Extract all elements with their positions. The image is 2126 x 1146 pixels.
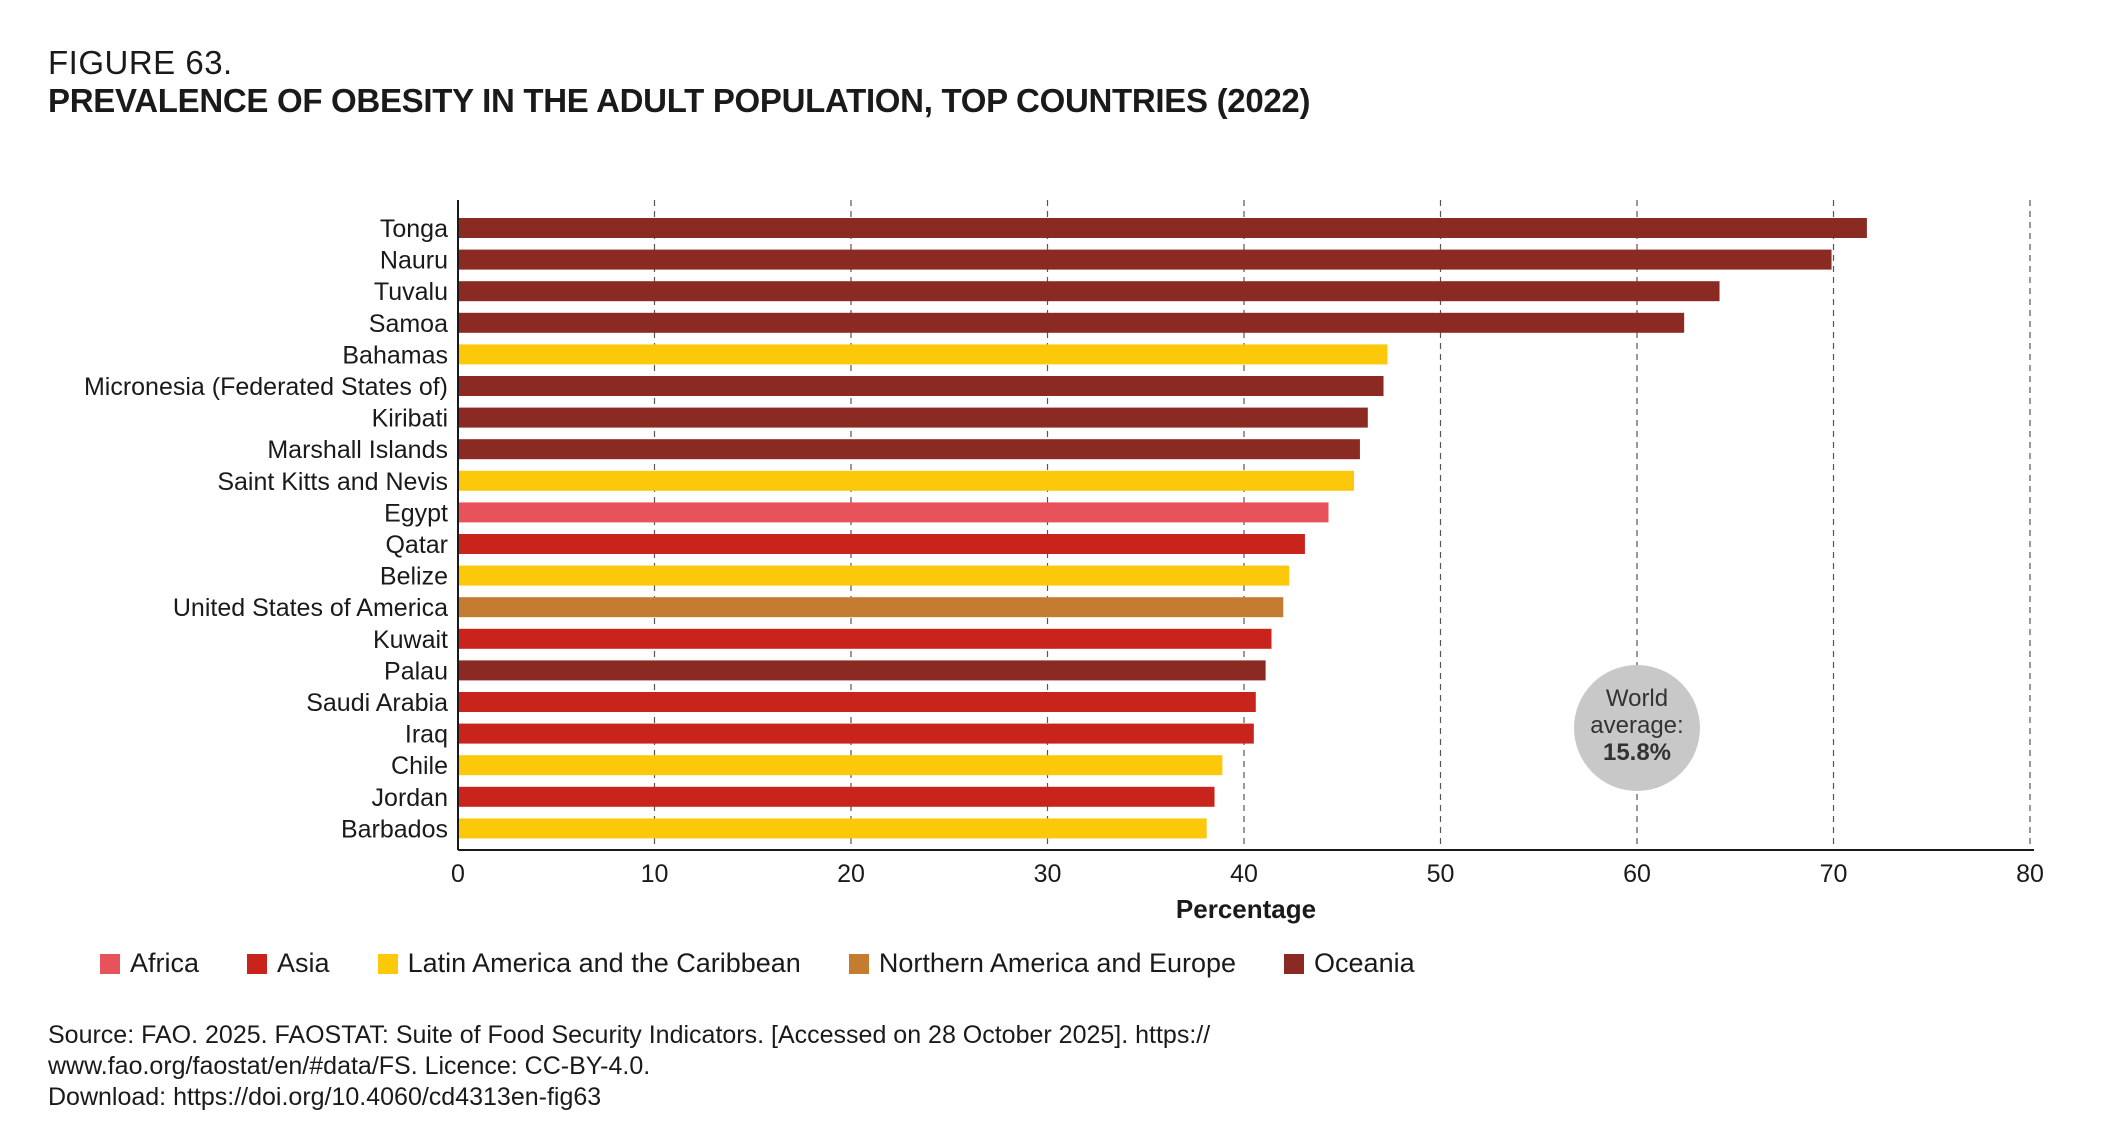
- bar-kuwait: [459, 628, 1272, 649]
- category-label-nauru: Nauru: [380, 247, 448, 275]
- category-label-chile: Chile: [391, 752, 448, 780]
- bar-united-states-of-america: [459, 597, 1284, 618]
- category-label-kuwait: Kuwait: [373, 626, 448, 654]
- x-tick-label-20: 20: [837, 860, 865, 888]
- legend-item-oceania: Oceania: [1284, 948, 1415, 979]
- legend-label-africa: Africa: [130, 948, 200, 978]
- x-tick-label-40: 40: [1230, 860, 1258, 888]
- legend-swatch-africa: [100, 953, 120, 974]
- bar-kiribati: [459, 407, 1368, 428]
- x-tick-label-0: 0: [451, 860, 465, 888]
- bar-iraq: [459, 723, 1254, 744]
- bars: [459, 218, 1867, 839]
- bar-saint-kitts-and-nevis: [459, 470, 1355, 491]
- bar-tonga: [459, 218, 1867, 238]
- category-label-palau: Palau: [384, 657, 448, 685]
- category-label-marshall-islands: Marshall Islands: [267, 436, 448, 464]
- category-label-qatar: Qatar: [385, 531, 448, 559]
- bar-tuvalu: [459, 281, 1720, 302]
- category-label-saudi-arabia: Saudi Arabia: [306, 689, 448, 717]
- category-label-barbados: Barbados: [341, 815, 448, 843]
- category-label-bahamas: Bahamas: [342, 341, 448, 369]
- legend-label-oceania: Oceania: [1314, 948, 1415, 978]
- category-label-jordan: Jordan: [372, 784, 448, 812]
- figure-title: PREVALENCE OF OBESITY IN THE ADULT POPUL…: [48, 82, 1311, 119]
- bar-marshall-islands: [459, 439, 1360, 460]
- world-average-annotation: World average: 15.8%: [1574, 665, 1700, 791]
- axes: 0 10 20 30 40 50 60 70 80: [451, 200, 2044, 888]
- category-label-kiribati: Kiribati: [372, 405, 448, 433]
- source-line-1: Source: FAO. 2025. FAOSTAT: Suite of Foo…: [48, 1021, 1211, 1049]
- category-labels: Tonga Nauru Tuvalu Samoa Bahamas Micronesia (…: [84, 215, 448, 843]
- legend-item-asia: Asia: [247, 948, 330, 979]
- source-note: Source: FAO. 2025. FAOSTAT: Suite of Foo…: [48, 1020, 1248, 1113]
- figure-label: FIGURE 63.: [48, 44, 233, 81]
- category-label-tuvalu: Tuvalu: [374, 278, 448, 306]
- world-average-label-line1: World: [1606, 685, 1668, 712]
- bar-nauru: [459, 249, 1832, 270]
- world-average-label-line2: average:: [1590, 712, 1683, 739]
- bar-barbados: [459, 818, 1207, 839]
- x-tick-label-70: 70: [1820, 860, 1848, 888]
- bar-micronesia-federated-states-of: [459, 376, 1384, 396]
- legend-swatch-latin-america: [377, 953, 398, 974]
- bar-egypt: [459, 502, 1329, 523]
- category-label-saint-kitts-and-nevis: Saint Kitts and Nevis: [217, 468, 448, 496]
- bar-qatar: [459, 534, 1305, 554]
- source-line-3: Download: https://doi.org/10.4060/cd4313…: [48, 1083, 602, 1111]
- bar-samoa: [459, 312, 1685, 333]
- bar-chart: Tonga Nauru Tuvalu Samoa Bahamas Micronesia (…: [84, 200, 2044, 924]
- legend-item-northern-america-europe: Northern America and Europe: [848, 948, 1237, 979]
- category-label-tonga: Tonga: [380, 215, 448, 243]
- x-tick-label-60: 60: [1623, 860, 1651, 888]
- legend-label-northern-america-europe: Northern America and Europe: [878, 948, 1237, 978]
- x-tick-label-80: 80: [2016, 860, 2044, 888]
- x-tick-label-30: 30: [1034, 860, 1062, 888]
- bar-chile: [459, 755, 1223, 776]
- x-tick-label-10: 10: [641, 860, 669, 888]
- bar-jordan: [459, 786, 1215, 807]
- legend-swatch-northern-america-europe: [848, 953, 869, 974]
- source-line-2: www.fao.org/faostat/en/#data/FS. Licence…: [48, 1052, 651, 1080]
- bar-belize: [459, 565, 1290, 586]
- category-label-iraq: Iraq: [405, 721, 448, 749]
- legend-swatch-oceania: [1284, 953, 1305, 974]
- legend-label-asia: Asia: [277, 948, 330, 978]
- category-label-micronesia-federated-states-of: Micronesia (Federated States of): [84, 373, 448, 401]
- legend-label-latin-america: Latin America and the Caribbean: [407, 948, 801, 978]
- legend: Africa Asia Latin America and the Caribb…: [100, 948, 1463, 979]
- world-average-value: 15.8%: [1603, 739, 1671, 766]
- bar-palau: [459, 660, 1266, 681]
- x-axis-label: Percentage: [1176, 894, 1316, 924]
- category-label-samoa: Samoa: [369, 310, 448, 338]
- bar-bahamas: [459, 344, 1388, 365]
- category-label-belize: Belize: [380, 563, 448, 591]
- bar-saudi-arabia: [459, 692, 1256, 712]
- category-label-egypt: Egypt: [384, 499, 448, 527]
- legend-item-latin-america: Latin America and the Caribbean: [377, 948, 801, 979]
- category-label-united-states-of-america: United States of America: [173, 594, 448, 622]
- x-tick-label-50: 50: [1427, 860, 1455, 888]
- world-average-badge: [1574, 665, 1700, 791]
- legend-item-africa: Africa: [100, 948, 199, 979]
- legend-swatch-asia: [247, 953, 268, 974]
